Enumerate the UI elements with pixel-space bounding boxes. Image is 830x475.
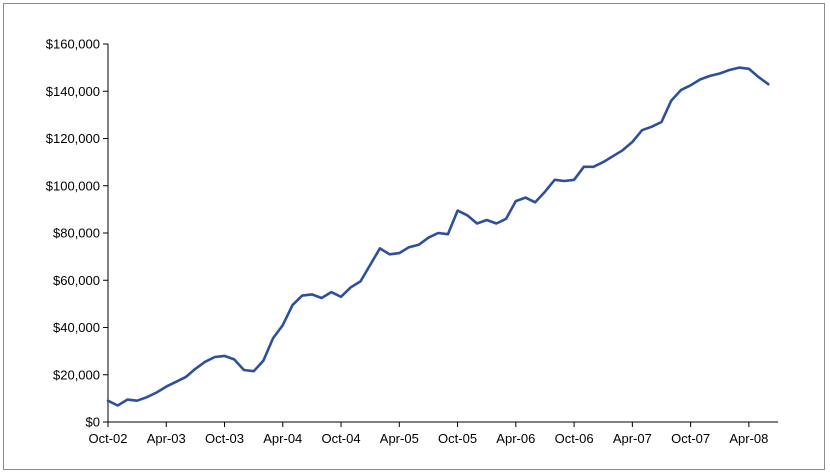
x-tick-label: Apr-05 bbox=[380, 431, 419, 446]
y-tick-label: $160,000 bbox=[46, 37, 100, 52]
x-tick-label: Apr-03 bbox=[147, 431, 186, 446]
x-tick-label: Oct-02 bbox=[88, 431, 127, 446]
x-axis-ticks: Oct-02 Apr-03 Oct-03 Apr-04 Oct-04 Apr-05 Oct-… bbox=[88, 422, 768, 446]
series-line bbox=[106, 66, 770, 407]
x-tick-label: Oct-05 bbox=[438, 431, 477, 446]
y-tick-label: $0 bbox=[86, 415, 100, 430]
series-group bbox=[106, 66, 770, 407]
y-tick-label: $60,000 bbox=[53, 273, 100, 288]
x-tick-label: Oct-03 bbox=[205, 431, 244, 446]
y-tick-label: $120,000 bbox=[46, 131, 100, 146]
x-tick-label: Oct-07 bbox=[671, 431, 710, 446]
y-tick-label: $140,000 bbox=[46, 84, 100, 99]
x-tick-label: Oct-06 bbox=[555, 431, 594, 446]
x-tick-label: Apr-07 bbox=[613, 431, 652, 446]
x-tick-label: Apr-04 bbox=[263, 431, 302, 446]
y-tick-label: $80,000 bbox=[53, 226, 100, 241]
x-tick-label: Oct-04 bbox=[322, 431, 361, 446]
x-tick-label: Apr-08 bbox=[729, 431, 768, 446]
y-tick-label: $20,000 bbox=[53, 367, 100, 382]
y-tick-label: $100,000 bbox=[46, 178, 100, 193]
chart-frame: $0 $20,000 $40,000 $60,000 $80,000 $100,000 $1… bbox=[3, 3, 825, 470]
y-axis-ticks: $0 $20,000 $40,000 $60,000 $80,000 $100,000 $1… bbox=[46, 37, 108, 430]
x-tick-label: Apr-06 bbox=[496, 431, 535, 446]
line-chart: $0 $20,000 $40,000 $60,000 $80,000 $100,000 $1… bbox=[46, 37, 778, 446]
y-tick-label: $40,000 bbox=[53, 320, 100, 335]
